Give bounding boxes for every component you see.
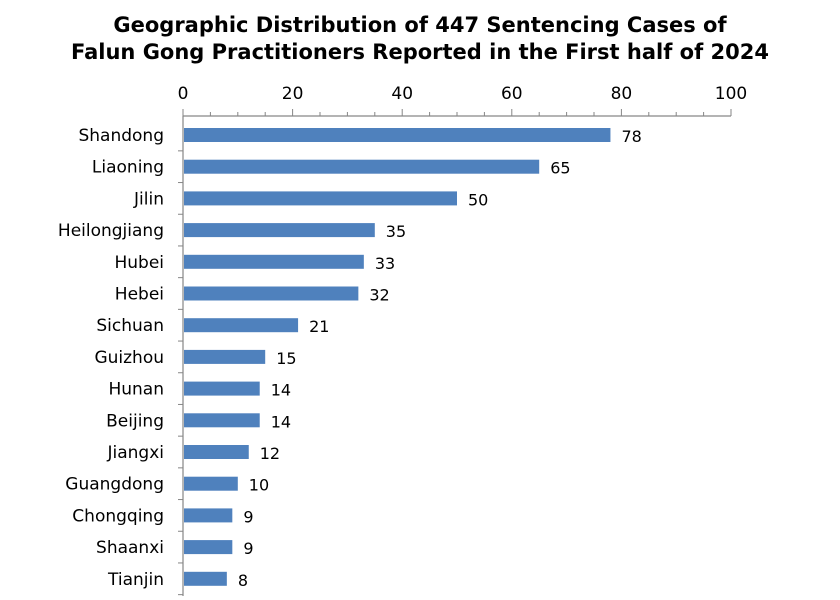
bar-hebei bbox=[184, 286, 359, 301]
chart-title: Geographic Distribution of 447 Sentencin… bbox=[0, 12, 840, 66]
category-label: Guangdong bbox=[65, 475, 164, 495]
value-label: 35 bbox=[386, 222, 406, 241]
category-label: Shaanxi bbox=[96, 538, 164, 558]
x-tick-label: 100 bbox=[715, 84, 747, 104]
bar-tianjin bbox=[184, 571, 227, 586]
bar-heilongjiang bbox=[184, 223, 375, 238]
value-label: 65 bbox=[550, 159, 570, 178]
value-label: 14 bbox=[271, 381, 291, 400]
value-label: 9 bbox=[243, 507, 253, 526]
bar-liaoning bbox=[184, 159, 540, 174]
bar-hubei bbox=[184, 254, 364, 269]
bar-guizhou bbox=[184, 349, 266, 364]
bar-jilin bbox=[184, 191, 457, 206]
category-label: Sichuan bbox=[96, 316, 164, 336]
category-label: Tianjin bbox=[107, 570, 164, 590]
bar-shaanxi bbox=[184, 540, 233, 555]
value-label: 50 bbox=[468, 190, 488, 209]
x-tick-label: 80 bbox=[611, 84, 633, 104]
bar-chongqing bbox=[184, 508, 233, 523]
bar-beijing bbox=[184, 413, 260, 428]
bar-guangdong bbox=[184, 476, 238, 491]
value-label: 12 bbox=[260, 444, 280, 463]
category-label: Hebei bbox=[115, 285, 164, 305]
bar-hunan bbox=[184, 381, 260, 396]
chart-title-line-1: Geographic Distribution of 447 Sentencin… bbox=[113, 13, 727, 37]
value-label: 15 bbox=[276, 349, 296, 368]
category-label: Hunan bbox=[108, 380, 164, 400]
category-label: Shandong bbox=[78, 126, 164, 146]
value-label: 78 bbox=[621, 127, 641, 146]
value-label: 8 bbox=[238, 571, 248, 590]
category-label: Chongqing bbox=[72, 506, 164, 526]
category-label: Jilin bbox=[133, 189, 164, 209]
category-label: Jiangxi bbox=[106, 443, 164, 463]
bar-sichuan bbox=[184, 318, 299, 333]
bar-shandong bbox=[184, 128, 611, 142]
chart-title-line-2: Falun Gong Practitioners Reported in the… bbox=[71, 40, 769, 64]
value-label: 32 bbox=[369, 286, 389, 305]
category-label: Guizhou bbox=[94, 348, 164, 368]
value-label: 9 bbox=[243, 539, 253, 558]
value-label: 10 bbox=[249, 476, 269, 495]
x-tick-label: 60 bbox=[501, 84, 523, 104]
value-label: 21 bbox=[309, 317, 329, 336]
bar-jiangxi bbox=[184, 445, 249, 459]
category-label: Hubei bbox=[114, 253, 164, 273]
category-label: Heilongjiang bbox=[58, 221, 164, 241]
x-tick-label: 20 bbox=[282, 84, 304, 104]
x-tick-label: 40 bbox=[391, 84, 413, 104]
value-label: 14 bbox=[271, 412, 291, 431]
value-label: 33 bbox=[375, 254, 395, 273]
x-tick-label: 0 bbox=[178, 84, 189, 104]
category-label: Liaoning bbox=[92, 158, 164, 178]
category-label: Beijing bbox=[106, 411, 164, 431]
